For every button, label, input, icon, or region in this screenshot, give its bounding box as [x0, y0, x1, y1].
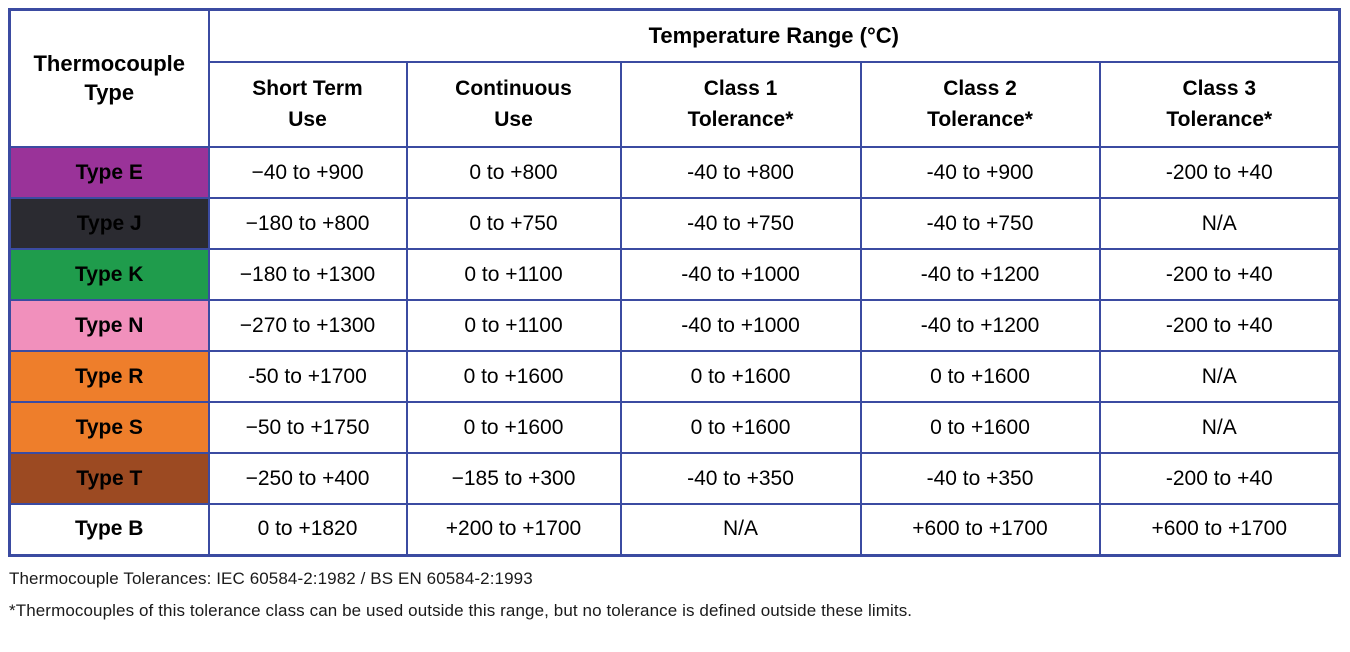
page: Thermocouple Type Temperature Range (°C)…	[8, 8, 1342, 620]
type-label-cell: Type B	[8, 503, 210, 556]
table-row-type-r: Type R -50 to +1700 0 to +1600 0 to +160…	[8, 350, 1341, 403]
data-cell: -50 to +1700	[207, 350, 408, 403]
column-header-class3-tolerance: Class 3 Tolerance*	[1098, 61, 1341, 148]
data-cell: 0 to +1100	[405, 299, 622, 352]
data-cell: -200 to +40	[1098, 452, 1341, 505]
type-label-cell: Type R	[8, 350, 210, 403]
data-cell: 0 to +1600	[619, 401, 862, 454]
table-row-type-n: Type N −270 to +1300 0 to +1100 -40 to +…	[8, 299, 1341, 352]
data-cell: 0 to +800	[405, 146, 622, 199]
data-cell: +200 to +1700	[405, 503, 622, 556]
table-row-type-t: Type T −250 to +400 −185 to +300 -40 to …	[8, 452, 1341, 505]
data-cell: -40 to +750	[619, 197, 862, 250]
data-cell: -200 to +40	[1098, 146, 1341, 199]
data-cell: 0 to +1820	[207, 503, 408, 556]
data-cell: −180 to +800	[207, 197, 408, 250]
column-header-class2-tolerance: Class 2 Tolerance*	[859, 61, 1101, 148]
data-cell: -40 to +350	[859, 452, 1101, 505]
data-cell: -40 to +750	[859, 197, 1101, 250]
table-row-type-j: Type J −180 to +800 0 to +750 -40 to +75…	[8, 197, 1341, 250]
data-cell: −185 to +300	[405, 452, 622, 505]
column-header-class1-tolerance: Class 1 Tolerance*	[619, 61, 862, 148]
footnote-tolerance-asterisk: *Thermocouples of this tolerance class c…	[9, 600, 913, 620]
data-cell: -40 to +800	[619, 146, 862, 199]
column-header-short-term-use: Short Term Use	[207, 61, 408, 148]
data-cell: N/A	[1098, 401, 1341, 454]
data-cell: 0 to +750	[405, 197, 622, 250]
data-cell: 0 to +1600	[859, 350, 1101, 403]
data-cell: 0 to +1600	[619, 350, 862, 403]
type-label-cell: Type S	[8, 401, 210, 454]
table-row-type-s: Type S −50 to +1750 0 to +1600 0 to +160…	[8, 401, 1341, 454]
group-header-temperature-range: Temperature Range (°C)	[207, 8, 1341, 63]
data-cell: N/A	[1098, 350, 1341, 403]
data-cell: −250 to +400	[207, 452, 408, 505]
type-label-cell: Type E	[8, 146, 210, 199]
type-label-cell: Type J	[8, 197, 210, 250]
data-cell: +600 to +1700	[1098, 503, 1341, 556]
data-cell: -200 to +40	[1098, 299, 1341, 352]
type-label-cell: Type T	[8, 452, 210, 505]
data-cell: N/A	[1098, 197, 1341, 250]
data-cell: -40 to +1200	[859, 248, 1101, 301]
data-cell: 0 to +1600	[859, 401, 1101, 454]
corner-header-thermocouple-type: Thermocouple Type	[8, 8, 210, 148]
data-cell: −40 to +900	[207, 146, 408, 199]
data-cell: −270 to +1300	[207, 299, 408, 352]
data-cell: 0 to +1100	[405, 248, 622, 301]
data-cell: 0 to +1600	[405, 350, 622, 403]
thermocouple-table: Thermocouple Type Temperature Range (°C)…	[8, 8, 1342, 557]
table-row-type-b: Type B 0 to +1820 +200 to +1700 N/A +600…	[8, 503, 1341, 556]
data-cell: -40 to +900	[859, 146, 1101, 199]
data-cell: 0 to +1600	[405, 401, 622, 454]
data-cell: +600 to +1700	[859, 503, 1101, 556]
data-cell: -40 to +1000	[619, 299, 862, 352]
type-label-cell: Type K	[8, 248, 210, 301]
data-cell: -200 to +40	[1098, 248, 1341, 301]
data-cell: −180 to +1300	[207, 248, 408, 301]
column-header-continuous-use: Continuous Use	[405, 61, 622, 148]
type-label-cell: Type N	[8, 299, 210, 352]
data-cell: -40 to +1200	[859, 299, 1101, 352]
data-cell: −50 to +1750	[207, 401, 408, 454]
footnote-standards: Thermocouple Tolerances: IEC 60584-2:198…	[9, 568, 533, 588]
data-cell: -40 to +1000	[619, 248, 862, 301]
data-cell: -40 to +350	[619, 452, 862, 505]
data-cell: N/A	[619, 503, 862, 556]
table-row-type-k: Type K −180 to +1300 0 to +1100 -40 to +…	[8, 248, 1341, 301]
table-row-type-e: Type E −40 to +900 0 to +800 -40 to +800…	[8, 146, 1341, 199]
